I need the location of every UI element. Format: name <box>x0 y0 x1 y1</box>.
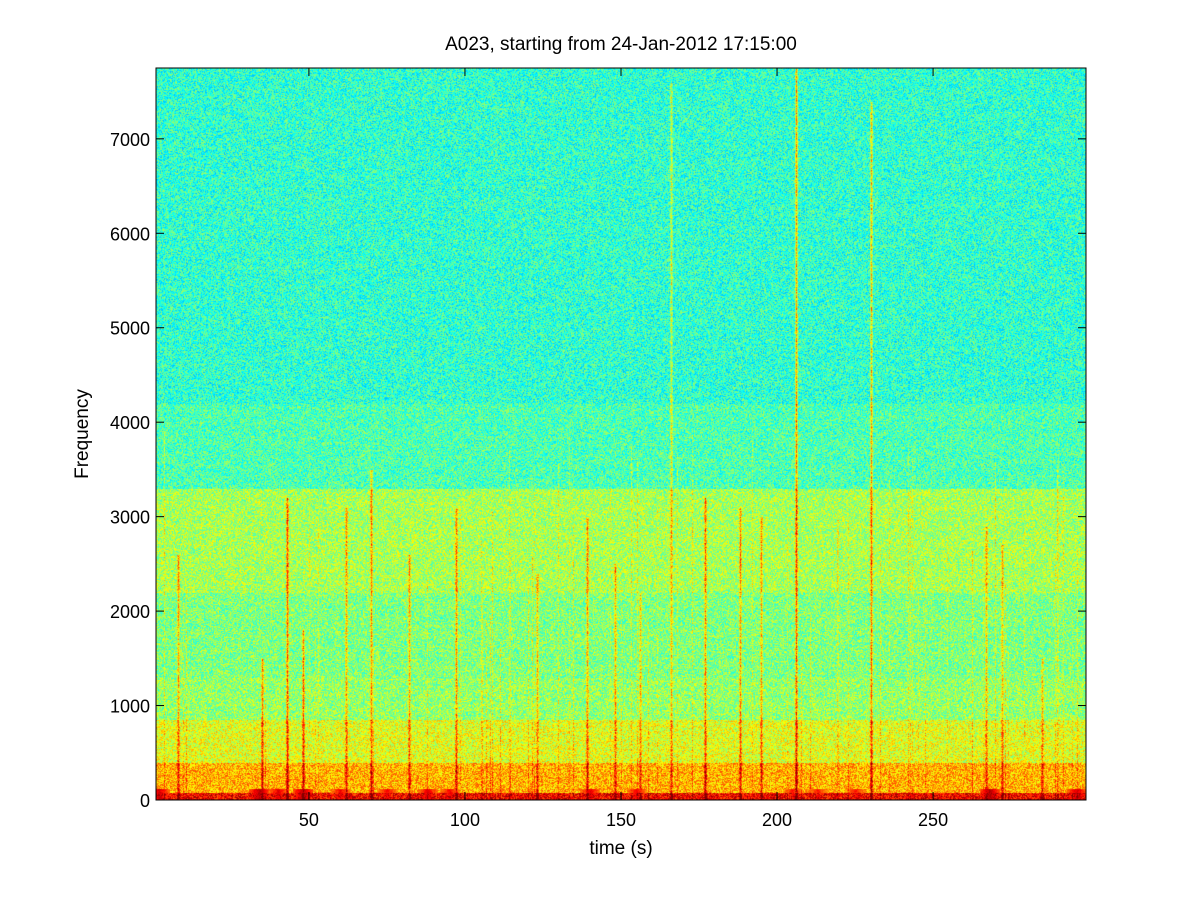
y-axis: 0 1000 2000 3000 4000 5000 6000 7000 <box>110 130 1086 811</box>
x-tick-label: 200 <box>762 810 792 830</box>
x-axis: 50 100 150 200 250 <box>299 68 948 830</box>
y-tick-label: 4000 <box>110 413 150 433</box>
x-tick-label: 50 <box>299 810 319 830</box>
y-tick-label: 5000 <box>110 319 150 339</box>
x-tick-label: 250 <box>918 810 948 830</box>
y-tick-label: 2000 <box>110 602 150 622</box>
x-axis-label: time (s) <box>589 838 652 859</box>
spectrogram-heatmap <box>156 68 1086 800</box>
x-tick-label: 150 <box>606 810 636 830</box>
x-tick-label: 100 <box>450 810 480 830</box>
y-tick-label: 7000 <box>110 130 150 150</box>
y-tick-label: 1000 <box>110 697 150 717</box>
chart-title: A023, starting from 24-Jan-2012 17:15:00 <box>445 34 797 55</box>
y-tick-label: 0 <box>140 791 150 811</box>
y-tick-label: 3000 <box>110 508 150 528</box>
y-tick-label: 6000 <box>110 224 150 244</box>
y-axis-label: Frequency <box>72 389 93 479</box>
spectrogram-plot-area <box>155 67 1087 801</box>
